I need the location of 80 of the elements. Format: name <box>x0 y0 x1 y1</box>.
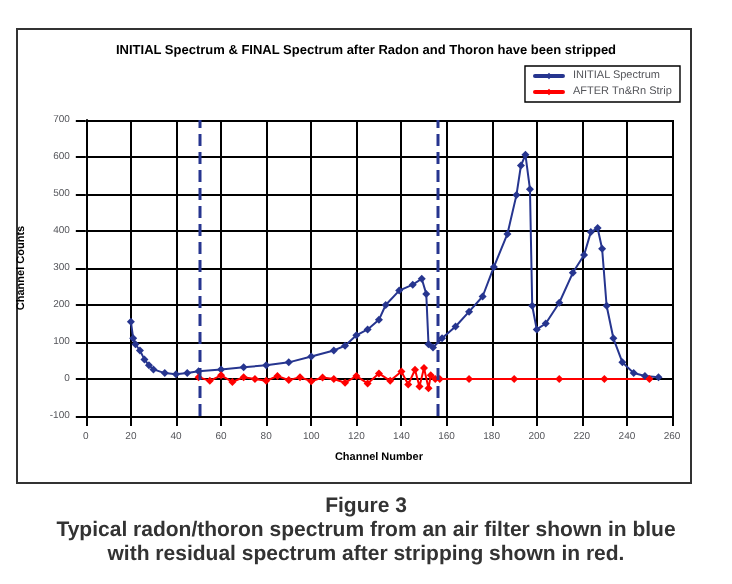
point <box>512 191 521 200</box>
point <box>250 375 259 383</box>
point <box>555 298 564 307</box>
point <box>307 377 316 386</box>
point <box>451 322 460 331</box>
point <box>410 365 419 374</box>
point <box>341 378 350 387</box>
text: Typical radon/thoron spectrum from an air filter shown in blue <box>54 518 678 542</box>
point <box>160 369 169 378</box>
point <box>586 228 595 237</box>
point <box>341 341 350 350</box>
point <box>593 224 602 233</box>
point <box>239 373 248 382</box>
point <box>404 380 413 389</box>
point <box>618 358 627 367</box>
point <box>609 334 618 343</box>
point <box>228 377 237 386</box>
point <box>478 292 487 301</box>
point <box>640 372 649 381</box>
point <box>395 286 404 295</box>
point <box>262 361 271 370</box>
point <box>126 317 135 326</box>
point <box>381 301 390 309</box>
point <box>217 371 226 380</box>
point <box>273 372 282 381</box>
point <box>602 301 611 310</box>
point <box>140 355 149 364</box>
point <box>516 161 525 170</box>
point <box>374 315 383 324</box>
point <box>363 379 372 388</box>
text: with residual spectrum after stripping shown in red. <box>105 542 627 566</box>
point <box>528 301 537 310</box>
point <box>629 369 638 378</box>
point <box>408 280 417 289</box>
point <box>424 340 433 349</box>
point <box>352 372 361 381</box>
point <box>262 376 271 385</box>
point <box>386 376 395 385</box>
point <box>374 369 383 378</box>
point <box>397 367 406 376</box>
point <box>131 340 140 349</box>
point <box>417 274 426 283</box>
point <box>525 185 534 194</box>
point <box>580 251 589 260</box>
point <box>429 343 438 352</box>
point <box>205 376 214 385</box>
point <box>568 268 577 277</box>
point <box>144 361 153 370</box>
point <box>284 376 293 385</box>
point <box>135 346 144 355</box>
point <box>420 363 428 372</box>
point <box>329 346 338 355</box>
point <box>424 384 433 393</box>
point <box>363 325 372 334</box>
point <box>217 365 226 374</box>
point <box>318 373 327 382</box>
point <box>489 262 498 271</box>
point <box>503 229 512 238</box>
point <box>654 373 663 382</box>
point <box>149 365 158 374</box>
point <box>532 325 541 334</box>
point <box>422 289 431 298</box>
point <box>426 371 435 380</box>
point <box>645 375 654 383</box>
point <box>172 370 180 379</box>
caption: Figure 3 <box>323 494 409 518</box>
point <box>600 375 609 383</box>
point <box>239 363 248 372</box>
point <box>129 334 138 343</box>
point <box>465 307 474 316</box>
point <box>284 358 293 367</box>
point <box>352 331 361 340</box>
point <box>598 244 607 253</box>
point <box>296 373 304 382</box>
point <box>555 375 564 383</box>
point <box>521 150 530 159</box>
point <box>183 369 192 378</box>
point <box>541 319 550 328</box>
point <box>307 352 316 361</box>
point <box>329 375 338 383</box>
